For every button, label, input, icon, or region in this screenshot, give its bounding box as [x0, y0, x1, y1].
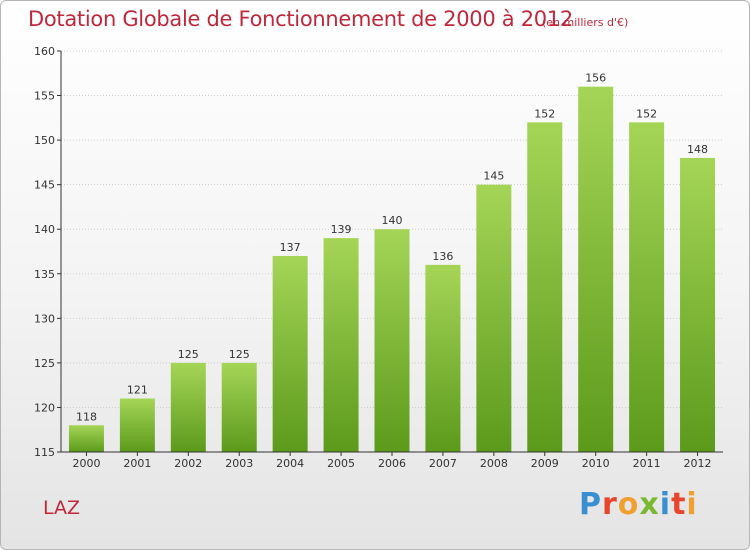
y-tick-label: 130 [34, 312, 55, 325]
x-tick-label: 2011 [633, 457, 661, 470]
x-tick-label: 2010 [582, 457, 610, 470]
bars [68, 86, 716, 453]
chart-title: Dotation Globale de Fonctionnement de 20… [28, 7, 573, 31]
bar-2010 [578, 86, 614, 453]
value-label: 118 [76, 410, 97, 423]
value-label: 156 [585, 72, 606, 85]
axes [57, 50, 723, 456]
bar-2003 [221, 362, 257, 452]
commune-name: LAZ [43, 497, 81, 519]
x-tick-label: 2007 [429, 457, 457, 470]
bar-2007 [425, 264, 461, 452]
x-tick-label: 2005 [327, 457, 355, 470]
y-tick-label: 155 [34, 90, 55, 103]
proxiti-logo[interactable]: Proxiti [579, 487, 698, 522]
value-label: 125 [178, 348, 199, 361]
logo-letter: t [671, 487, 687, 522]
logo-letter: o [617, 487, 640, 522]
x-tick-label: 2008 [480, 457, 508, 470]
y-tick-label: 145 [34, 179, 55, 192]
y-tick-label: 150 [34, 134, 55, 147]
bar-2009 [527, 122, 563, 453]
value-label: 136 [432, 250, 453, 263]
x-tick-label: 2012 [684, 457, 712, 470]
bar-2004 [272, 255, 308, 452]
bar-2005 [323, 238, 359, 452]
bar-2002 [170, 362, 206, 452]
y-tick-label: 140 [34, 223, 55, 236]
x-tick-label: 2003 [225, 457, 253, 470]
value-label: 121 [127, 384, 148, 397]
y-tick-label: 125 [34, 357, 55, 370]
bar-2001 [119, 398, 155, 452]
logo-letter: i [659, 487, 672, 522]
x-tick-label: 2002 [174, 457, 202, 470]
x-tick-label: 2000 [72, 457, 100, 470]
bar-2006 [374, 229, 410, 452]
y-tick-label: 115 [34, 446, 55, 459]
value-label: 152 [534, 107, 555, 120]
value-label: 145 [483, 170, 504, 183]
logo-letter: P [579, 487, 602, 522]
x-tick-label: 2006 [378, 457, 406, 470]
bar-2011 [629, 122, 665, 453]
labels: 115 120 125 130 135 140 145 150 155 160 118 2000 121… [34, 45, 712, 470]
y-tick-label: 135 [34, 268, 55, 281]
value-label: 125 [229, 348, 250, 361]
bar-2000 [68, 425, 104, 452]
x-tick-label: 2004 [276, 457, 304, 470]
value-label: 140 [382, 214, 403, 227]
value-label: 152 [636, 107, 657, 120]
x-tick-label: 2009 [531, 457, 559, 470]
logo-letter: r [602, 487, 618, 522]
value-label: 139 [331, 223, 352, 236]
chart-subtitle: (en milliers d'€) [542, 16, 629, 29]
value-label: 148 [687, 143, 708, 156]
bar-2008 [476, 184, 512, 452]
bar-2012 [680, 157, 716, 452]
x-tick-label: 2001 [123, 457, 151, 470]
logo-letter: i [686, 487, 698, 522]
y-tick-label: 120 [34, 401, 55, 414]
logo-letter: x [639, 487, 660, 522]
y-tick-label: 160 [34, 45, 55, 58]
value-label: 137 [280, 241, 301, 254]
